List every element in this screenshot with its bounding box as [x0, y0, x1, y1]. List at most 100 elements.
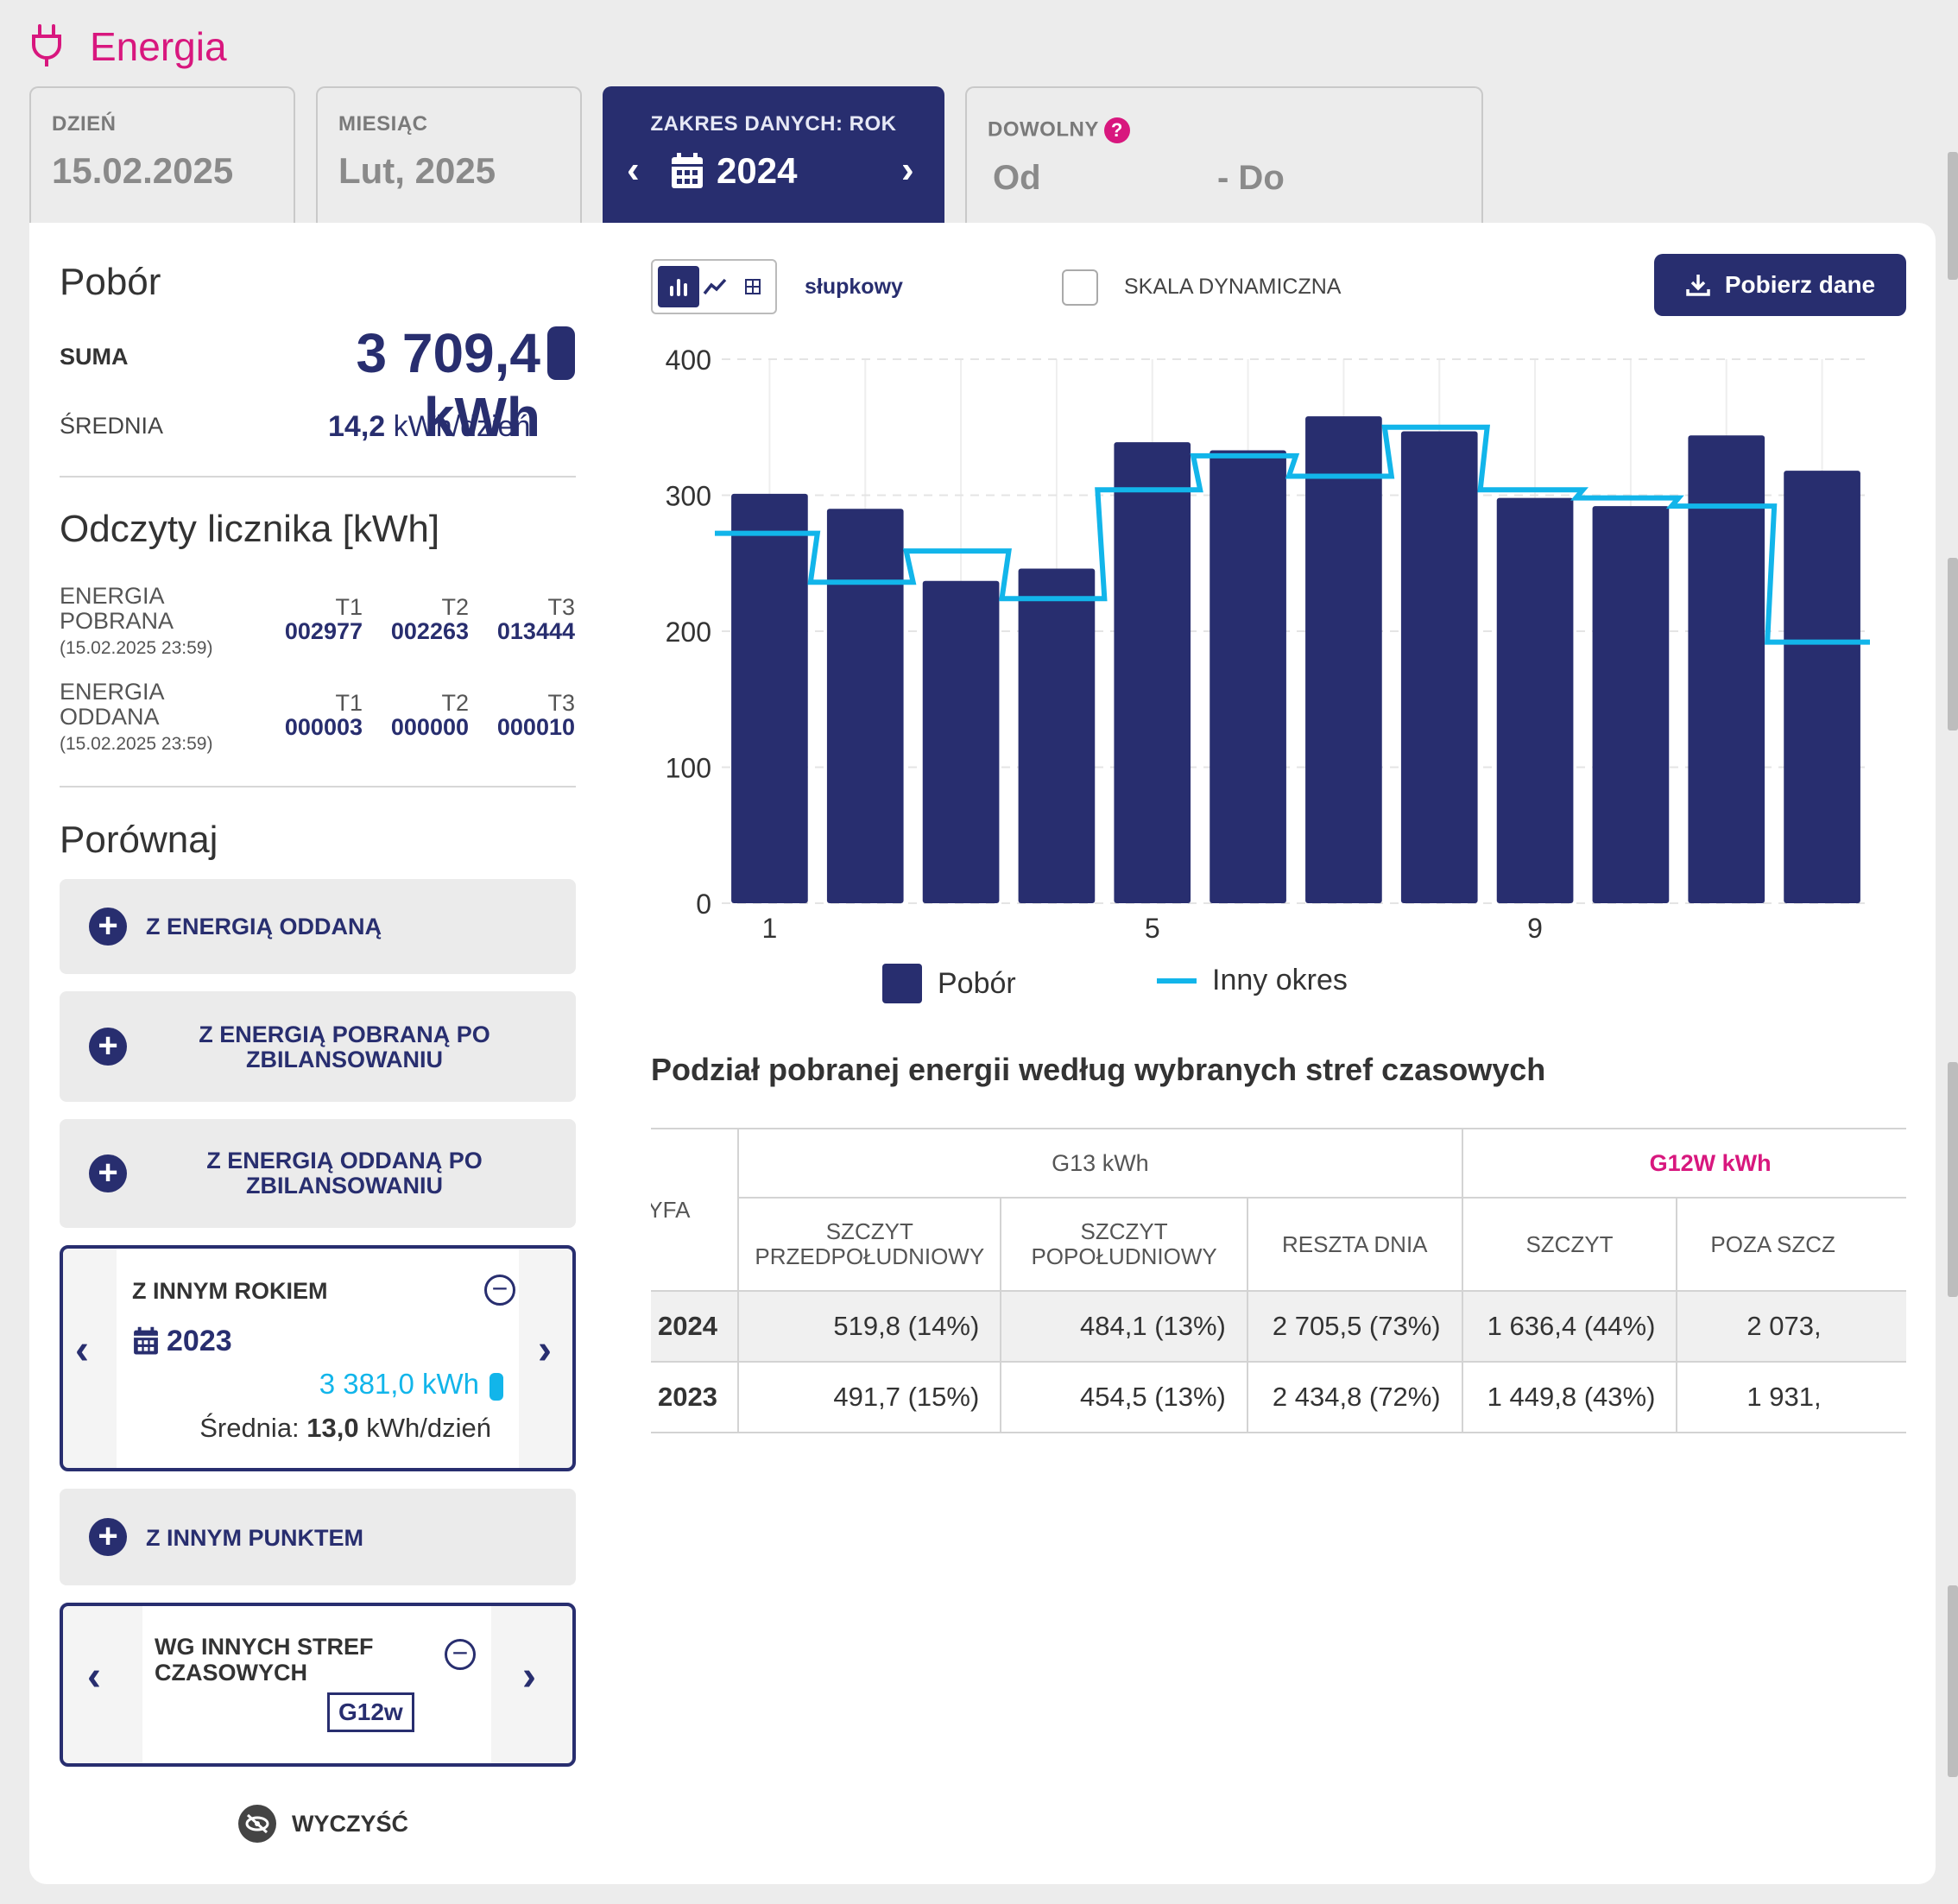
tab-month-label: MIESIĄC: [338, 112, 428, 136]
remove-compare-icon[interactable]: −: [484, 1275, 515, 1306]
zones-table-title: Podział pobranej energii według wybranyc…: [651, 1052, 1546, 1087]
plus-icon: +: [89, 908, 127, 946]
bar: [826, 509, 904, 903]
column-header: RESZTA DNIA: [1246, 1197, 1463, 1292]
tab-day-label: DZIEŃ: [52, 112, 117, 136]
download-data-button[interactable]: Pobierz dane: [1654, 254, 1906, 316]
meter-value: 002977: [284, 618, 363, 644]
scrollbar-thumb[interactable]: [1948, 1062, 1958, 1297]
column-header: POZA SZCZ: [1676, 1197, 1906, 1292]
compare-imported-balanced-button[interactable]: + Z ENERGIĄ POBRANĄ PO ZBILANSOWANIU: [60, 991, 576, 1102]
legend-swatch: [1157, 977, 1197, 984]
t2-label: T2: [441, 690, 469, 716]
tab-year[interactable]: ZAKRES DANYCH: ROK ‹ 2024 ›: [603, 86, 944, 225]
tab-day[interactable]: DZIEŃ 15.02.2025: [29, 86, 295, 225]
tab-day-value: 15.02.2025: [52, 150, 234, 191]
sum-label: SUMA: [60, 344, 129, 370]
tab-year-label: ZAKRES DANYCH: ROK: [650, 112, 897, 136]
divider: [60, 786, 576, 788]
compare-exported-balanced-button[interactable]: + Z ENERGIĄ ODDANĄ PO ZBILANSOWANIU: [60, 1119, 576, 1228]
scrollbar-thumb[interactable]: [1948, 558, 1958, 731]
next-zone-icon[interactable]: ›: [522, 1654, 536, 1699]
date-from-input[interactable]: Od: [993, 159, 1041, 197]
meter-value: 000010: [496, 714, 575, 740]
next-year-arrow-icon[interactable]: ›: [901, 149, 914, 191]
meter-value: 000003: [284, 714, 363, 740]
x-tick-label: 5: [1145, 913, 1160, 941]
bar: [1496, 497, 1574, 903]
tab-custom-label: DOWOLNY?: [988, 117, 1130, 143]
tab-year-value: 2024: [717, 150, 798, 191]
meter-value: 013444: [496, 618, 575, 644]
meter-row-label: ENERGIA ODDANA (15.02.2025 23:59): [60, 679, 213, 755]
remove-compare-icon[interactable]: −: [445, 1639, 476, 1670]
help-icon[interactable]: ?: [1103, 117, 1130, 143]
x-tick-label: 1: [762, 913, 778, 941]
zones-table-wrapper[interactable]: RYFA G13 kWh G12W kWh SZCZYT PRZEDPOŁUDN…: [651, 1128, 1906, 1439]
bar: [731, 493, 808, 903]
avg-value: 14,2 kWh/dzień: [328, 410, 531, 443]
bar: [1688, 435, 1765, 903]
compare-title: Porównaj: [60, 819, 218, 861]
plus-icon: +: [89, 1154, 127, 1192]
plus-icon: +: [89, 1028, 127, 1066]
next-compare-year-icon[interactable]: ›: [538, 1327, 552, 1373]
t1-label: T1: [335, 690, 363, 716]
zone-tariff-value: G12w: [327, 1692, 414, 1732]
series-color-marker: [490, 1373, 503, 1401]
zones-table: RYFA G13 kWh G12W kWh SZCZYT PRZEDPOŁUDN…: [651, 1128, 1906, 1433]
plus-icon: +: [89, 1518, 127, 1556]
page-title: Energia: [90, 24, 227, 69]
compare-exported-button[interactable]: + Z ENERGIĄ ODDANĄ: [60, 879, 576, 974]
g12w-group-header: G12W kWh: [1461, 1128, 1906, 1199]
bar: [922, 580, 1000, 903]
bar: [1018, 568, 1096, 903]
dynamic-scale-checkbox[interactable]: [1062, 269, 1098, 306]
summary-title: Pobór: [60, 261, 161, 303]
prev-year-arrow-icon[interactable]: ‹: [627, 149, 640, 191]
t1-label: T1: [335, 594, 363, 620]
scrollbar-thumb[interactable]: [1948, 1585, 1958, 1777]
meter-title: Odczyty licznika [kWh]: [60, 508, 440, 550]
calendar-icon: [672, 153, 703, 188]
y-tick-label: 100: [666, 753, 711, 784]
clear-label: WYCZYŚĆ: [292, 1810, 408, 1837]
tab-custom[interactable]: DOWOLNY? Od - Do: [965, 86, 1483, 225]
prev-compare-year-icon[interactable]: ‹: [75, 1327, 89, 1373]
t2-label: T2: [441, 594, 469, 620]
g13-group-header: G13 kWh: [737, 1128, 1463, 1199]
series-line-inny-okres: [715, 424, 1870, 645]
avg-label: ŚREDNIA: [60, 413, 164, 439]
clear-button[interactable]: WYCZYŚĆ: [238, 1805, 408, 1843]
compare-year-avg: Średnia: 13,0 kWh/dzień: [199, 1413, 491, 1443]
line-chart-icon[interactable]: [694, 266, 736, 307]
bar: [1114, 442, 1191, 903]
compare-point-button[interactable]: + Z INNYM PUNKTEM: [60, 1489, 576, 1585]
y-tick-label: 200: [666, 617, 711, 648]
download-icon: [1686, 275, 1710, 296]
y-tick-label: 300: [666, 481, 711, 512]
compare-zones-label: WG INNYCH STREF CZASOWYCH: [155, 1634, 374, 1686]
x-tick-label: 9: [1527, 913, 1543, 941]
page-header: Energia: [29, 21, 227, 73]
legend-item-pobor[interactable]: Pobór: [882, 964, 1016, 1003]
t3-label: T3: [547, 690, 575, 716]
compare-zones-selector: ‹ › WG INNYCH STREF CZASOWYCH − G12w: [60, 1603, 576, 1767]
chart-type-switch: [651, 259, 777, 314]
scrollbar-thumb[interactable]: [1948, 152, 1958, 280]
series-color-marker: [547, 326, 575, 380]
prev-zone-icon[interactable]: ‹: [87, 1654, 101, 1699]
compare-year-value: 2023: [167, 1325, 232, 1357]
y-tick-label: 400: [666, 345, 711, 376]
bar-chart-icon[interactable]: [658, 266, 699, 307]
divider: [60, 476, 576, 478]
compare-year-label: Z INNYM ROKIEM: [132, 1278, 328, 1304]
tab-month[interactable]: MIESIĄC Lut, 2025: [316, 86, 582, 225]
sum-value: 3 709,4 kWh: [356, 322, 540, 448]
y-tick-label: 0: [696, 889, 711, 920]
meter-value: 002263: [390, 618, 469, 644]
legend-item-inny-okres[interactable]: Inny okres: [1157, 964, 1348, 997]
date-to-input[interactable]: - Do: [1217, 159, 1285, 197]
table-view-icon[interactable]: [732, 266, 774, 307]
bar: [1210, 450, 1286, 903]
